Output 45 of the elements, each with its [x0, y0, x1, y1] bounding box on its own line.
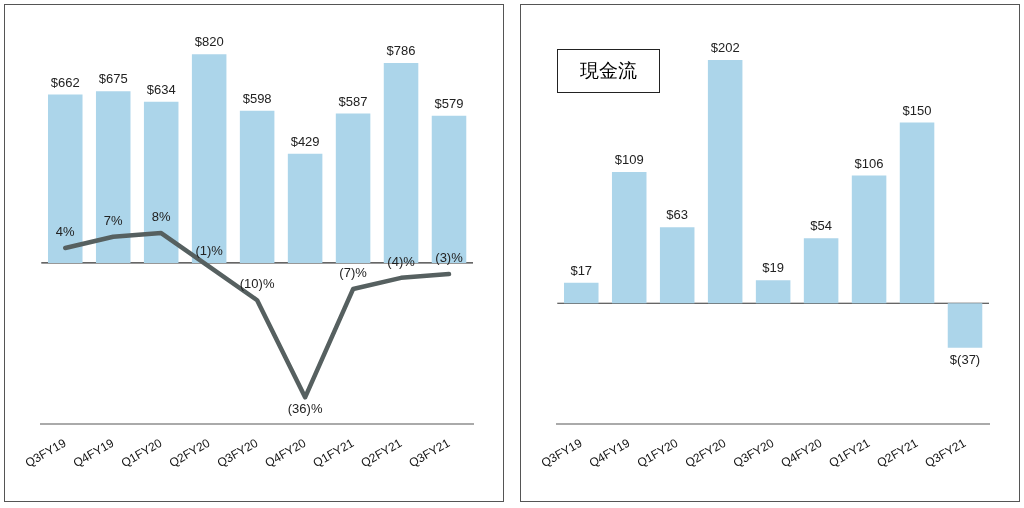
bar: [143, 101, 179, 263]
bar: [755, 280, 791, 304]
bar: [947, 303, 983, 348]
data-label: $662: [50, 74, 80, 90]
bar: [431, 115, 467, 263]
data-label: $598: [242, 90, 272, 106]
data-label: $17: [570, 262, 593, 278]
data-label: $202: [710, 40, 740, 56]
data-label: (36)%: [287, 401, 323, 417]
data-label: $150: [902, 102, 932, 118]
data-label: $786: [386, 43, 416, 59]
data-label: $429: [290, 133, 320, 149]
bar: [191, 54, 227, 263]
data-label: $(37): [949, 351, 981, 367]
bar: [851, 175, 887, 304]
data-label: $63: [666, 207, 689, 223]
bar: [707, 59, 743, 304]
data-label: $820: [194, 34, 224, 50]
data-label: $109: [614, 152, 644, 168]
bar: [335, 113, 371, 263]
bar: [239, 110, 275, 263]
bar: [47, 94, 83, 263]
data-label: $675: [98, 71, 128, 87]
data-label: $54: [810, 218, 832, 234]
data-label: 4%: [55, 224, 76, 240]
chart-title: 現金流: [557, 49, 660, 93]
bar: [659, 227, 695, 304]
data-label: (4)%: [387, 253, 416, 269]
data-label: $579: [434, 95, 464, 111]
data-label: $106: [854, 155, 884, 171]
data-label: (1)%: [195, 242, 224, 258]
bar: [95, 91, 131, 263]
bar: [611, 171, 647, 304]
bar: [899, 122, 935, 304]
data-label: (7)%: [339, 265, 368, 281]
data-label: 8%: [151, 209, 172, 225]
bar: [803, 238, 839, 304]
data-label: (3)%: [435, 250, 464, 266]
data-label: $587: [338, 93, 368, 109]
data-label: (10)%: [239, 276, 275, 292]
bar: [287, 153, 323, 263]
data-label: $634: [146, 81, 176, 97]
bar: [563, 282, 599, 304]
data-label: 7%: [103, 212, 124, 228]
data-label: $19: [762, 260, 784, 276]
